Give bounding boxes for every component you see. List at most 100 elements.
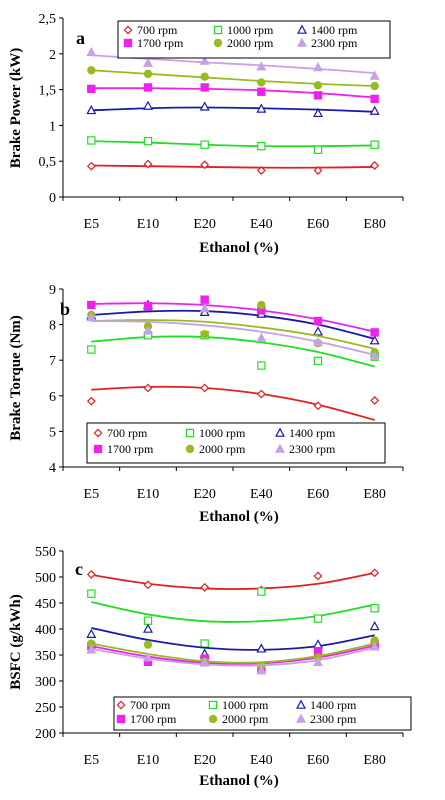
data-point (200, 330, 209, 339)
y-tick-label: 1 (49, 119, 56, 134)
legend-label: 2000 rpm (199, 442, 246, 456)
series-2300-rpm (86, 641, 380, 675)
x-tick-label: E5 (84, 753, 100, 768)
trend-line (91, 309, 375, 340)
data-point (256, 643, 267, 653)
legend-marker (295, 713, 307, 723)
x-axis-label: Ethanol (%) (199, 240, 279, 256)
data-point (313, 166, 323, 175)
y-tick-label: 300 (35, 675, 56, 690)
chart-panel-b: 4 5 6 7 8 9 E5 E10 E20 E40 E60 E80 Ethanol (%) Brake … (8, 283, 404, 525)
data-point (199, 55, 210, 65)
y-tick-label: 6 (49, 390, 56, 405)
data-point (370, 81, 379, 91)
x-tick-label: E40 (250, 487, 273, 502)
x-tick-label: E10 (137, 217, 160, 232)
trend-line (91, 644, 375, 665)
x-tick-label: E5 (84, 217, 100, 232)
data-point (257, 361, 266, 370)
data-point (143, 616, 153, 625)
data-point (87, 66, 96, 75)
legend: 700 rpm 1000 rpm 1400 rpm 1700 rpm 2000 rpm 2… (86, 422, 386, 464)
trend-line (91, 385, 375, 421)
series-1000-rpm (87, 136, 379, 154)
legend-box (117, 20, 391, 59)
y-tick-label: 250 (35, 701, 56, 716)
legend-label: 700 rpm (137, 23, 178, 37)
data-point (313, 316, 323, 326)
data-point (143, 136, 153, 146)
data-point (86, 46, 97, 57)
data-point (256, 665, 267, 675)
data-point (142, 623, 154, 633)
legend-label: 2300 rpm (310, 712, 357, 726)
trend-line (91, 320, 375, 356)
y-tick-label: 500 (35, 571, 56, 586)
data-point (369, 641, 380, 651)
x-tick-label: E60 (307, 217, 330, 232)
y-tick-label: 8 (49, 319, 56, 334)
legend-label: 2000 rpm (227, 36, 274, 50)
data-point (369, 350, 380, 360)
x-axis-label: Ethanol (%) (199, 509, 279, 525)
series-1400-rpm (86, 620, 380, 658)
data-point (313, 571, 323, 581)
trend-line (91, 87, 375, 99)
data-point (256, 103, 267, 113)
data-point (256, 389, 266, 399)
x-tick-label: E60 (307, 753, 330, 768)
legend-box (113, 696, 412, 731)
chart-panel-c: 200 250 300 350 400 450 500 550 E5 E10 E20 E40 E60 E8… (8, 545, 412, 789)
legend-marker (185, 444, 195, 454)
data-point (257, 300, 266, 310)
data-point (142, 652, 154, 662)
legend-label: 1700 rpm (107, 442, 154, 456)
data-point (200, 160, 210, 170)
legend-box (86, 422, 386, 464)
y-tick-label: 0 (49, 191, 56, 206)
chart-panel-a: 0 0,5 1 1,5 2 2,5 E5 E10 E20 E40 E60 E80 Ethanol (%)… (8, 12, 404, 256)
legend-label: 1700 rpm (130, 712, 177, 726)
data-point (370, 94, 379, 104)
y-tick-label: 2,5 (39, 12, 57, 27)
trend-line (91, 140, 375, 148)
data-point (369, 70, 380, 80)
legend-marker (123, 38, 133, 48)
data-point (256, 61, 267, 71)
y-axis-label: Brake Power (kW) (8, 48, 24, 169)
data-point (256, 332, 267, 342)
series-700-rpm (86, 159, 380, 175)
legend-marker (296, 24, 308, 34)
series-1700-rpm (87, 83, 379, 104)
x-tick-label: E10 (137, 753, 160, 768)
x-tick-label: E20 (193, 217, 216, 232)
legend-marker (116, 700, 126, 710)
data-point (142, 57, 154, 67)
data-point (143, 640, 153, 649)
trend-line (91, 335, 375, 368)
data-point (257, 87, 266, 96)
data-point (142, 325, 154, 335)
trend-line (91, 642, 375, 664)
data-point (312, 326, 324, 336)
data-point (200, 295, 209, 304)
data-point (199, 303, 210, 313)
series-1000-rpm (87, 331, 379, 370)
data-point (257, 78, 266, 87)
legend-label: 1000 rpm (199, 426, 246, 440)
data-point (200, 140, 209, 149)
data-point (369, 620, 380, 631)
legend-label: 700 rpm (130, 698, 171, 712)
series-700-rpm (86, 568, 380, 595)
trend-line (91, 69, 375, 87)
data-point (312, 61, 324, 72)
y-tick-label: 9 (49, 283, 56, 298)
panel-label: c (75, 559, 83, 579)
data-point (200, 72, 209, 81)
legend-marker (208, 714, 218, 724)
data-point (86, 644, 97, 654)
x-tick-label: E80 (363, 753, 386, 768)
data-point (313, 145, 323, 154)
series-2300-rpm (86, 303, 380, 360)
data-point (313, 91, 323, 100)
